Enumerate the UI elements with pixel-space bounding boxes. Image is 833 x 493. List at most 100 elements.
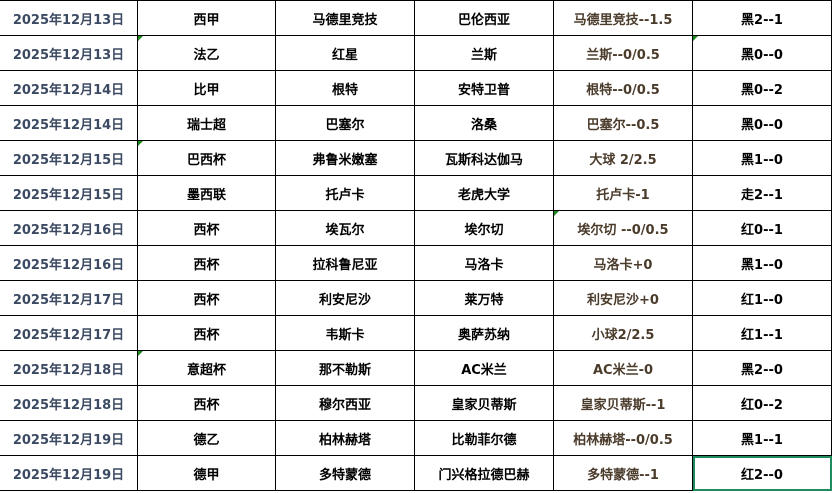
comment-indicator-icon[interactable] — [138, 36, 143, 41]
home-team-cell[interactable]: 弗鲁米嫩塞 — [275, 140, 415, 176]
table-row: 2025年12月15日 巴西杯 弗鲁米嫩塞 瓦斯科达伽马 大球 2/2.5 黑1--0 — [0, 140, 832, 176]
away-team-cell[interactable]: 比勒菲尔德 — [414, 420, 554, 456]
result-cell[interactable]: 黑0--0 — [692, 35, 832, 71]
handicap-cell[interactable]: 多特蒙德--1 — [553, 455, 693, 491]
away-team-cell[interactable]: 奥萨苏纳 — [414, 315, 554, 351]
away-team-cell[interactable]: 莱万特 — [414, 280, 554, 316]
away-team-cell[interactable]: 门兴格拉德巴赫 — [414, 455, 554, 491]
date-cell[interactable]: 2025年12月13日 — [0, 35, 138, 71]
result-cell[interactable]: 红2--0 — [692, 455, 832, 491]
home-team-cell[interactable]: 那不勒斯 — [275, 350, 415, 386]
table-row: 2025年12月19日 德乙 柏林赫塔 比勒菲尔德 柏林赫塔--0/0.5 黑1--1 — [0, 420, 832, 456]
home-team-cell[interactable]: 利安尼沙 — [275, 280, 415, 316]
comment-indicator-icon[interactable] — [138, 351, 143, 356]
league-cell[interactable]: 法乙 — [137, 35, 276, 71]
table-row: 2025年12月19日 德甲 多特蒙德 门兴格拉德巴赫 多特蒙德--1 红2--0 — [0, 455, 832, 491]
handicap-cell[interactable]: 兰斯--0/0.5 — [553, 35, 693, 71]
handicap-cell[interactable]: 小球2/2.5 — [553, 315, 693, 351]
league-cell[interactable]: 西杯 — [137, 385, 276, 421]
date-cell[interactable]: 2025年12月17日 — [0, 315, 138, 351]
date-cell[interactable]: 2025年12月14日 — [0, 105, 138, 141]
away-team-cell[interactable]: 老虎大学 — [414, 175, 554, 211]
handicap-cell[interactable]: 马洛卡+0 — [553, 245, 693, 281]
result-cell[interactable]: 红0--1 — [692, 210, 832, 246]
away-team-cell[interactable]: 安特卫普 — [414, 70, 554, 106]
handicap-cell[interactable]: 埃尔切 --0/0.5 — [553, 210, 693, 246]
date-cell[interactable]: 2025年12月15日 — [0, 140, 138, 176]
league-cell[interactable]: 意超杯 — [137, 350, 276, 386]
league-cell[interactable]: 德乙 — [137, 420, 276, 456]
handicap-cell[interactable]: AC米兰-0 — [553, 350, 693, 386]
home-team-cell[interactable]: 埃瓦尔 — [275, 210, 415, 246]
table-row: 2025年12月18日 西杯 穆尔西亚 皇家贝蒂斯 皇家贝蒂斯--1 红0--2 — [0, 385, 832, 421]
away-team-cell[interactable]: 兰斯 — [414, 35, 554, 71]
league-cell[interactable]: 瑞士超 — [137, 105, 276, 141]
league-cell[interactable]: 比甲 — [137, 70, 276, 106]
home-team-cell[interactable]: 柏林赫塔 — [275, 420, 415, 456]
league-cell[interactable]: 巴西杯 — [137, 140, 276, 176]
handicap-cell[interactable]: 根特--0/0.5 — [553, 70, 693, 106]
handicap-cell[interactable]: 托卢卡-1 — [553, 175, 693, 211]
home-team-cell[interactable]: 拉科鲁尼亚 — [275, 245, 415, 281]
date-cell[interactable]: 2025年12月16日 — [0, 210, 138, 246]
result-cell[interactable]: 走2--1 — [692, 175, 832, 211]
away-team-cell[interactable]: 马洛卡 — [414, 245, 554, 281]
handicap-cell[interactable]: 大球 2/2.5 — [553, 140, 693, 176]
result-cell[interactable]: 红1--0 — [692, 280, 832, 316]
date-cell[interactable]: 2025年12月13日 — [0, 0, 138, 36]
league-cell[interactable]: 墨西联 — [137, 175, 276, 211]
table-row: 2025年12月18日 意超杯 那不勒斯 AC米兰 AC米兰-0 黑2--0 — [0, 350, 832, 386]
comment-indicator-icon[interactable] — [138, 141, 143, 146]
table-row: 2025年12月16日 西杯 埃瓦尔 埃尔切 埃尔切 --0/0.5 红0--1 — [0, 210, 832, 246]
league-cell[interactable]: 西杯 — [137, 245, 276, 281]
result-cell[interactable]: 黑0--2 — [692, 70, 832, 106]
table-row: 2025年12月14日 比甲 根特 安特卫普 根特--0/0.5 黑0--2 — [0, 70, 832, 106]
home-team-cell[interactable]: 根特 — [275, 70, 415, 106]
home-team-cell[interactable]: 穆尔西亚 — [275, 385, 415, 421]
away-team-cell[interactable]: AC米兰 — [414, 350, 554, 386]
league-cell[interactable]: 西杯 — [137, 315, 276, 351]
handicap-cell[interactable]: 利安尼沙+0 — [553, 280, 693, 316]
away-team-cell[interactable]: 皇家贝蒂斯 — [414, 385, 554, 421]
result-cell[interactable]: 黑2--1 — [692, 0, 832, 36]
away-team-cell[interactable]: 巴伦西亚 — [414, 0, 554, 36]
date-cell[interactable]: 2025年12月17日 — [0, 280, 138, 316]
home-team-cell[interactable]: 巴塞尔 — [275, 105, 415, 141]
result-cell[interactable]: 黑0--0 — [692, 105, 832, 141]
handicap-cell[interactable]: 巴塞尔--0.5 — [553, 105, 693, 141]
table-row: 2025年12月17日 西杯 韦斯卡 奥萨苏纳 小球2/2.5 红1--1 — [0, 315, 832, 351]
table-row: 2025年12月13日 西甲 马德里竞技 巴伦西亚 马德里竞技--1.5 黑2--1 — [0, 0, 832, 36]
result-cell[interactable]: 红1--1 — [692, 315, 832, 351]
home-team-cell[interactable]: 红星 — [275, 35, 415, 71]
result-cell[interactable]: 黑1--0 — [692, 140, 832, 176]
handicap-cell[interactable]: 皇家贝蒂斯--1 — [553, 385, 693, 421]
date-cell[interactable]: 2025年12月18日 — [0, 350, 138, 386]
home-team-cell[interactable]: 多特蒙德 — [275, 455, 415, 491]
date-cell[interactable]: 2025年12月14日 — [0, 70, 138, 106]
date-cell[interactable]: 2025年12月15日 — [0, 175, 138, 211]
league-cell[interactable]: 西杯 — [137, 210, 276, 246]
handicap-cell[interactable]: 柏林赫塔--0/0.5 — [553, 420, 693, 456]
home-team-cell[interactable]: 韦斯卡 — [275, 315, 415, 351]
home-team-cell[interactable]: 马德里竞技 — [275, 0, 415, 36]
home-team-cell[interactable]: 托卢卡 — [275, 175, 415, 211]
away-team-cell[interactable]: 洛桑 — [414, 105, 554, 141]
date-cell[interactable]: 2025年12月16日 — [0, 245, 138, 281]
result-cell[interactable]: 黑1--1 — [692, 420, 832, 456]
result-cell[interactable]: 黑2--0 — [692, 350, 832, 386]
league-cell[interactable]: 西甲 — [137, 0, 276, 36]
result-cell[interactable]: 红0--2 — [692, 385, 832, 421]
table-row: 2025年12月13日 法乙 红星 兰斯 兰斯--0/0.5 黑0--0 — [0, 35, 832, 71]
date-cell[interactable]: 2025年12月19日 — [0, 455, 138, 491]
league-cell[interactable]: 西杯 — [137, 280, 276, 316]
date-cell[interactable]: 2025年12月18日 — [0, 385, 138, 421]
league-cell[interactable]: 德甲 — [137, 455, 276, 491]
handicap-cell[interactable]: 马德里竞技--1.5 — [553, 0, 693, 36]
result-cell[interactable]: 黑1--0 — [692, 245, 832, 281]
away-team-cell[interactable]: 瓦斯科达伽马 — [414, 140, 554, 176]
date-cell[interactable]: 2025年12月19日 — [0, 420, 138, 456]
comment-indicator-icon[interactable] — [693, 36, 698, 41]
away-team-cell[interactable]: 埃尔切 — [414, 210, 554, 246]
comment-indicator-icon[interactable] — [554, 211, 559, 216]
